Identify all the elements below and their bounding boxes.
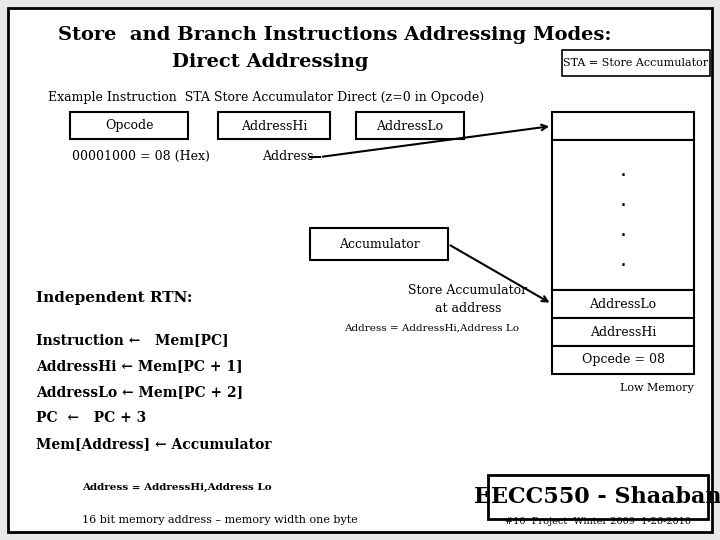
Text: EECC550 - Shaaban: EECC550 - Shaaban: [474, 486, 720, 508]
Text: AddressHi: AddressHi: [590, 326, 656, 339]
Text: 16 bit memory address – memory width one byte: 16 bit memory address – memory width one…: [82, 515, 358, 525]
Text: STA = Store Accumulator: STA = Store Accumulator: [564, 58, 708, 68]
Text: PC  ←   PC + 3: PC ← PC + 3: [36, 411, 146, 425]
Text: Low Memory: Low Memory: [620, 383, 694, 393]
Text: Store  and Branch Instructions Addressing Modes:: Store and Branch Instructions Addressing…: [58, 26, 612, 44]
Text: Direct Addressing: Direct Addressing: [172, 53, 368, 71]
Text: Example Instruction  STA Store Accumulator Direct (z=0 in Opcode): Example Instruction STA Store Accumulato…: [48, 91, 484, 105]
Text: Address = AddressHi,Address Lo: Address = AddressHi,Address Lo: [82, 483, 271, 491]
Text: Address = AddressHi,Address Lo: Address = AddressHi,Address Lo: [344, 323, 520, 333]
Text: #10  Project  Winter 2009  1-26-2010: #10 Project Winter 2009 1-26-2010: [505, 517, 691, 526]
Text: Address: Address: [262, 151, 313, 164]
Text: .: .: [619, 250, 626, 270]
Text: .: .: [619, 160, 626, 180]
Text: AddressLo: AddressLo: [590, 298, 657, 310]
Bar: [218, 112, 330, 139]
Text: AddressHi: AddressHi: [240, 119, 307, 132]
Text: Accumulator: Accumulator: [338, 238, 419, 251]
Text: AddressLo: AddressLo: [377, 119, 444, 132]
Text: Store Accumulator: Store Accumulator: [408, 284, 528, 296]
Text: Mem[Address] ← Accumulator: Mem[Address] ← Accumulator: [36, 437, 271, 451]
Text: Opcede = 08: Opcede = 08: [582, 354, 665, 367]
Text: Opcode: Opcode: [104, 119, 153, 132]
Bar: [552, 346, 694, 374]
Bar: [488, 475, 708, 519]
Bar: [310, 228, 448, 260]
Text: 00001000 = 08 (Hex): 00001000 = 08 (Hex): [72, 150, 210, 163]
Text: .: .: [619, 220, 626, 240]
Text: at address: at address: [435, 301, 501, 314]
Text: Independent RTN:: Independent RTN:: [36, 291, 192, 305]
Bar: [70, 112, 188, 139]
Text: .: .: [619, 190, 626, 210]
Text: AddressLo ← Mem[PC + 2]: AddressLo ← Mem[PC + 2]: [36, 385, 243, 399]
Bar: [562, 50, 710, 76]
Text: Instruction ←   Mem[PC]: Instruction ← Mem[PC]: [36, 333, 229, 347]
Text: AddressHi ← Mem[PC + 1]: AddressHi ← Mem[PC + 1]: [36, 359, 243, 373]
Bar: [552, 112, 694, 140]
Bar: [552, 140, 694, 290]
Bar: [552, 318, 694, 346]
Bar: [356, 112, 464, 139]
Bar: [552, 290, 694, 318]
